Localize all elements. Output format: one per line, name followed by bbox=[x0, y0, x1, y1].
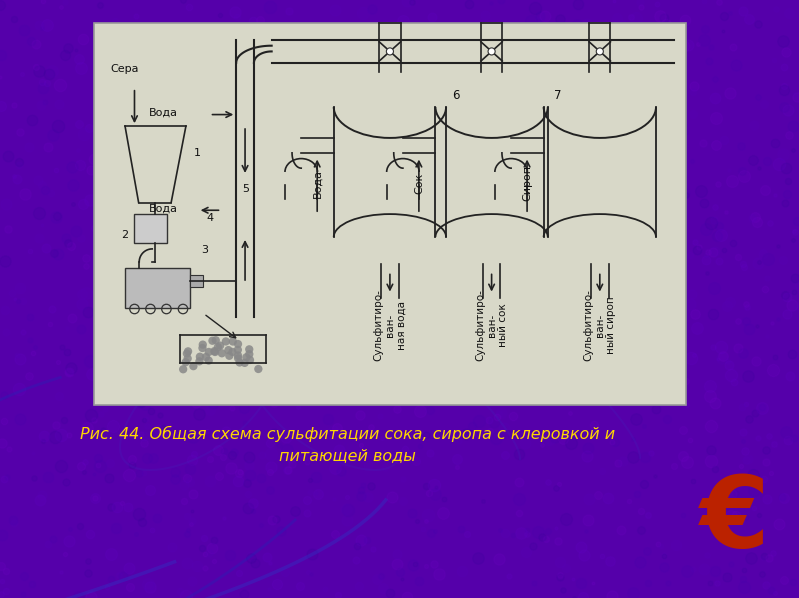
Circle shape bbox=[234, 340, 242, 348]
Circle shape bbox=[236, 358, 244, 367]
Circle shape bbox=[214, 343, 222, 351]
Circle shape bbox=[488, 48, 495, 55]
Circle shape bbox=[216, 341, 225, 350]
Text: Вода: Вода bbox=[149, 108, 177, 118]
Text: Сера: Сера bbox=[111, 63, 139, 74]
Circle shape bbox=[234, 346, 242, 354]
Circle shape bbox=[387, 48, 393, 55]
Circle shape bbox=[217, 349, 226, 358]
Circle shape bbox=[181, 358, 190, 367]
Circle shape bbox=[234, 352, 242, 359]
Circle shape bbox=[225, 352, 233, 360]
Text: Сульфитиро-
ван-
ная вода: Сульфитиро- ван- ная вода bbox=[373, 289, 407, 361]
Circle shape bbox=[179, 365, 187, 373]
Circle shape bbox=[209, 337, 217, 345]
Circle shape bbox=[245, 350, 253, 358]
Circle shape bbox=[184, 347, 193, 355]
Text: Сок: Сок bbox=[414, 173, 424, 194]
Circle shape bbox=[240, 359, 248, 367]
Bar bbox=[94, 23, 686, 405]
Circle shape bbox=[212, 336, 220, 344]
Text: Сироп: Сироп bbox=[522, 166, 532, 202]
Circle shape bbox=[229, 348, 237, 356]
Circle shape bbox=[205, 356, 213, 365]
Circle shape bbox=[254, 365, 263, 373]
Circle shape bbox=[225, 346, 233, 354]
Text: 2: 2 bbox=[121, 230, 128, 240]
Text: 5: 5 bbox=[242, 184, 249, 194]
Circle shape bbox=[211, 348, 219, 356]
Text: 3: 3 bbox=[201, 245, 208, 255]
Circle shape bbox=[221, 337, 230, 346]
Circle shape bbox=[242, 353, 251, 361]
Text: 4: 4 bbox=[207, 213, 214, 223]
Circle shape bbox=[245, 345, 253, 353]
Circle shape bbox=[210, 347, 219, 355]
Circle shape bbox=[246, 356, 254, 364]
Circle shape bbox=[229, 337, 237, 346]
Circle shape bbox=[234, 354, 242, 362]
Bar bbox=[134, 214, 167, 243]
Text: питающей воды: питающей воды bbox=[279, 448, 416, 463]
Circle shape bbox=[205, 348, 213, 356]
Text: Сульфитиро-
ван-
ный сок: Сульфитиро- ван- ный сок bbox=[475, 289, 508, 361]
Text: 7: 7 bbox=[554, 89, 561, 102]
Circle shape bbox=[189, 362, 197, 370]
Text: Вода: Вода bbox=[149, 203, 177, 213]
Text: Вода: Вода bbox=[312, 169, 322, 198]
Circle shape bbox=[596, 48, 603, 55]
Text: 6: 6 bbox=[452, 89, 459, 102]
Circle shape bbox=[184, 355, 192, 362]
Text: Рис. 44. Общая схема сульфитации сока, сиропа с клеровкой и: Рис. 44. Общая схема сульфитации сока, с… bbox=[80, 425, 615, 441]
Text: Сульфитиро-
ван-
ный сироп: Сульфитиро- ван- ный сироп bbox=[583, 289, 616, 361]
Text: 1: 1 bbox=[193, 148, 201, 158]
Circle shape bbox=[183, 349, 191, 358]
Circle shape bbox=[196, 353, 204, 361]
Circle shape bbox=[202, 353, 210, 361]
Text: €: € bbox=[700, 472, 770, 569]
Circle shape bbox=[199, 340, 207, 349]
Bar bbox=[190, 275, 203, 287]
Circle shape bbox=[198, 344, 207, 352]
Circle shape bbox=[195, 357, 204, 365]
Bar bbox=[125, 268, 190, 308]
